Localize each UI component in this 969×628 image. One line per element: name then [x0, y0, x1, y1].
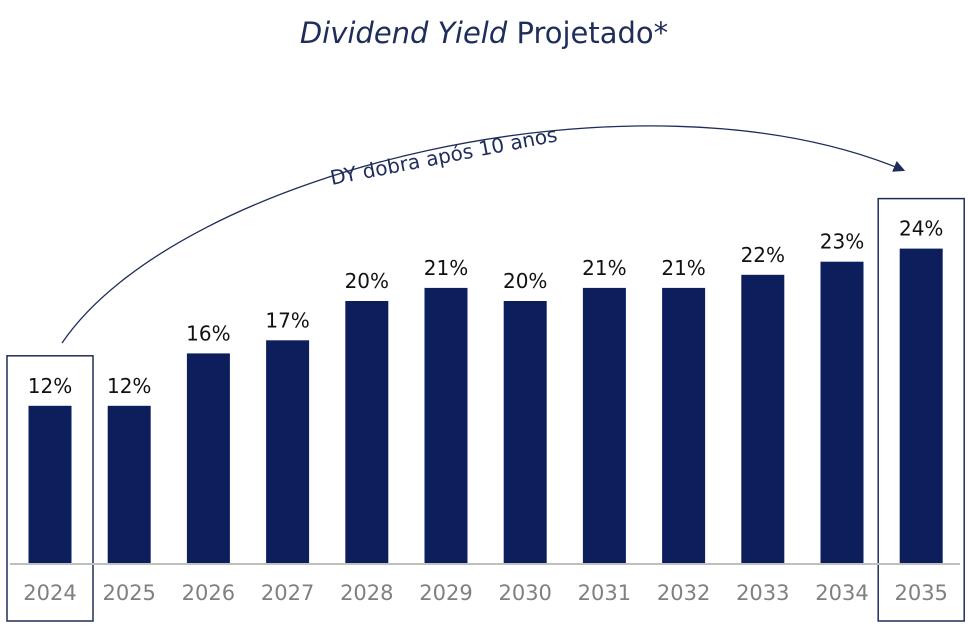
highlight-boxes-group — [6, 197, 965, 622]
bars-group — [28, 248, 943, 563]
bar-2024 — [28, 405, 72, 563]
value-label-2025: 12% — [107, 374, 151, 398]
x-tick-label-2032: 2032 — [657, 581, 710, 605]
x-tick-label-2028: 2028 — [340, 581, 393, 605]
annotation-arrow — [61, 125, 906, 344]
chart-title-italic: Dividend Yield — [300, 16, 508, 50]
x-tick-label-2034: 2034 — [815, 581, 868, 605]
bar-2029 — [424, 287, 468, 563]
bar-2028 — [345, 301, 389, 563]
value-label-2035: 24% — [899, 217, 943, 241]
value-label-2024: 12% — [28, 374, 72, 398]
highlight-box-2024 — [6, 355, 94, 622]
bar-2035 — [899, 248, 943, 563]
value-label-2028: 20% — [345, 269, 389, 293]
x-tick-label-2031: 2031 — [578, 581, 631, 605]
x-tick-label-2030: 2030 — [498, 581, 551, 605]
value-label-2033: 22% — [741, 243, 785, 267]
x-tick-label-2029: 2029 — [419, 581, 472, 605]
value-label-2032: 21% — [661, 256, 705, 280]
value-labels-group: 12% 12% 16% 17% 20% 21% 20% 21% 21% 22% 23% 24% — [28, 217, 944, 398]
bar-2026 — [186, 353, 230, 563]
x-tick-label-2024: 2024 — [23, 581, 76, 605]
bar-2031 — [582, 287, 626, 563]
chart-title: Dividend Yield Projetado* — [300, 16, 668, 50]
x-tick-label-2035: 2035 — [894, 581, 947, 605]
bar-2027 — [266, 340, 310, 563]
x-tick-label-2025: 2025 — [102, 581, 155, 605]
bar-2033 — [741, 274, 785, 563]
value-label-2027: 17% — [265, 308, 309, 332]
bar-2030 — [503, 301, 547, 563]
chart-title-rest: Projetado* — [516, 16, 668, 50]
value-label-2029: 21% — [424, 256, 468, 280]
x-tick-label-2027: 2027 — [261, 581, 314, 605]
value-label-2026: 16% — [186, 321, 230, 345]
bar-2032 — [662, 287, 706, 563]
x-tick-labels-group: 2024 2025 2026 2027 2028 2029 2030 2031 2032 2033… — [23, 581, 948, 605]
value-label-2031: 21% — [582, 256, 626, 280]
value-label-2030: 20% — [503, 269, 547, 293]
annotation-text: DY dobra após 10 anos — [328, 122, 559, 190]
x-tick-label-2026: 2026 — [182, 581, 235, 605]
highlight-box-2035 — [877, 197, 965, 622]
value-label-2034: 23% — [820, 230, 864, 254]
bar-2034 — [820, 261, 864, 563]
bar-2025 — [107, 405, 151, 563]
x-tick-label-2033: 2033 — [736, 581, 789, 605]
